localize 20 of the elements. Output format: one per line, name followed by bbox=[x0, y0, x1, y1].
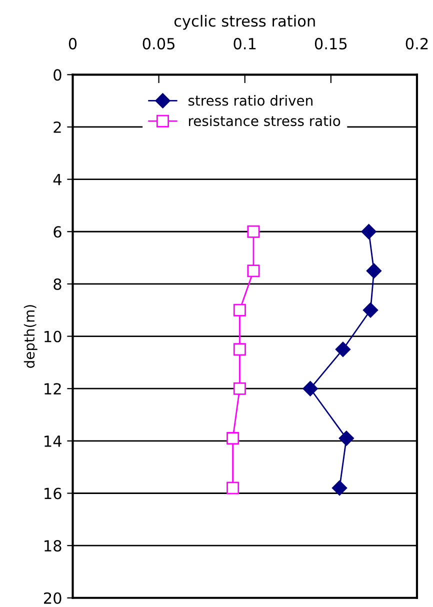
y-tick-label: 4 bbox=[53, 174, 62, 186]
y-tick-label: 8 bbox=[54, 278, 62, 290]
y-tick-label: 2 bbox=[54, 121, 61, 133]
y-tick-label: 14 bbox=[44, 436, 62, 447]
y-tick-label: 20 bbox=[44, 592, 62, 604]
y-tick-label: 0 bbox=[54, 69, 62, 81]
y-tick-label: 6 bbox=[54, 226, 62, 238]
y-tick-label: 16 bbox=[44, 488, 62, 500]
y-tick-label: 10 bbox=[44, 330, 62, 342]
legend-label: resistance stress ratio bbox=[188, 115, 340, 126]
x-axis-title: cyclic stress ration bbox=[174, 14, 315, 30]
legend-label: stress ratio driven bbox=[188, 95, 312, 106]
x-tick-label: 0.2 bbox=[406, 38, 428, 50]
x-tick-label: 0.1 bbox=[234, 38, 256, 50]
x-tick-label: 0.05 bbox=[142, 38, 174, 50]
y-axis-title: depth(m) bbox=[24, 305, 38, 368]
x-tick-label: 0 bbox=[68, 38, 77, 50]
y-tick-label: 12 bbox=[44, 383, 61, 394]
x-tick-label: 0.15 bbox=[314, 38, 347, 50]
y-tick-label: 18 bbox=[44, 540, 62, 552]
